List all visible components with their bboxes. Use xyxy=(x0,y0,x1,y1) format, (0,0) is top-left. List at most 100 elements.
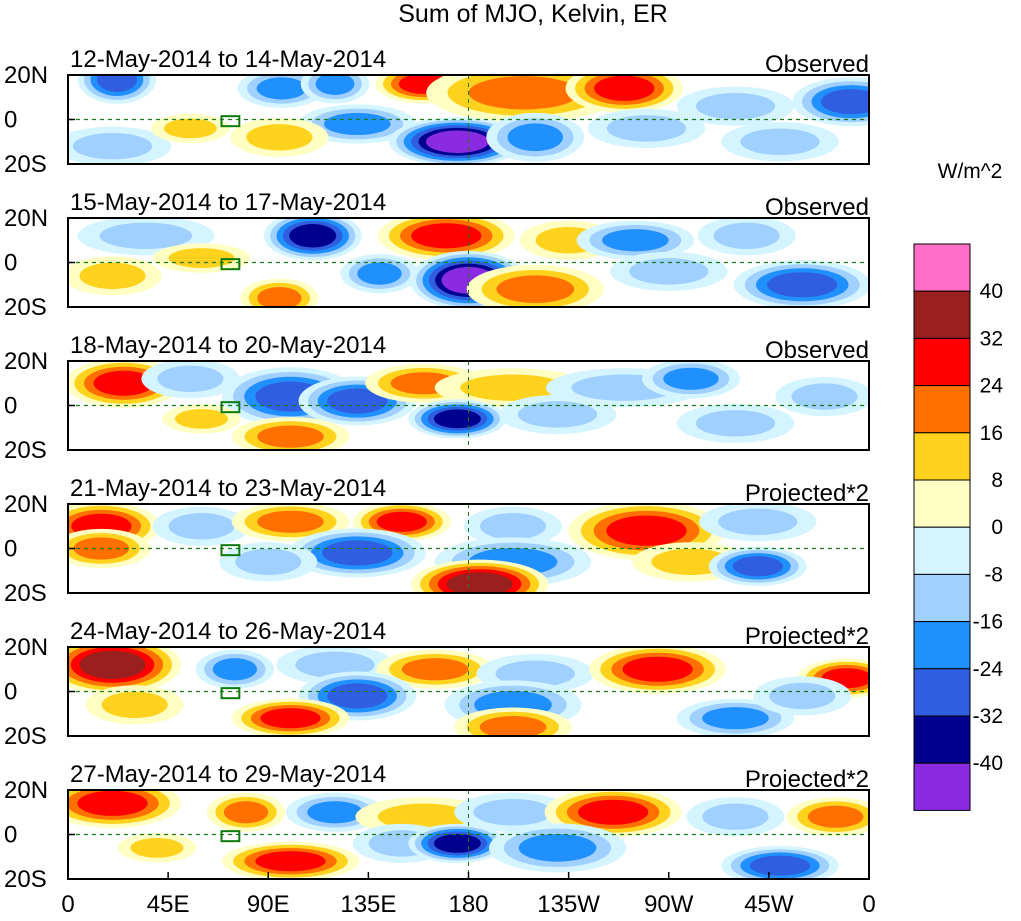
anomaly-blob xyxy=(699,504,817,542)
contour-level xyxy=(72,132,153,160)
contour-level xyxy=(496,275,575,304)
colorbar-units-label: W/m^2 xyxy=(938,160,1003,183)
anomaly-blob xyxy=(686,797,785,837)
colorbar-box xyxy=(913,432,971,481)
contour-level xyxy=(295,651,375,679)
contour-level xyxy=(702,803,769,830)
chart-title: Sum of MJO, Kelvin, ER xyxy=(398,0,668,28)
panel-date-range: 21-May-2014 to 23-May-2014 xyxy=(70,475,386,502)
anomaly-blob xyxy=(610,251,728,291)
anomaly-blob xyxy=(237,75,326,108)
contour-level xyxy=(769,682,836,710)
contour-level xyxy=(578,799,649,825)
panel-plot-area xyxy=(67,646,870,737)
reference-box xyxy=(220,115,241,128)
colorbar-tick-label: 24 xyxy=(980,375,1004,398)
contour-level xyxy=(79,650,146,679)
contour-level xyxy=(629,258,709,285)
reference-box xyxy=(220,830,241,843)
anomaly-blob xyxy=(231,417,350,450)
y-tick-label: 20S xyxy=(4,723,47,750)
contour-level xyxy=(175,408,228,429)
contour-level xyxy=(446,572,513,593)
colorbar-boxes xyxy=(913,243,971,811)
colorbar-tick-label: 8 xyxy=(991,469,1003,492)
panel-kind-label: Projected*2 xyxy=(745,480,869,507)
x-tick-label: 0 xyxy=(61,891,74,918)
colorbar-tick-label: -8 xyxy=(984,563,1003,586)
panel-date-range: 15-May-2014 to 17-May-2014 xyxy=(70,189,386,216)
contour-level xyxy=(96,75,138,92)
anomaly-blob xyxy=(565,75,683,113)
y-tick-label: 0 xyxy=(4,250,17,277)
contour-level xyxy=(767,272,838,298)
contour-level xyxy=(289,224,337,248)
colorbar-box xyxy=(913,668,971,717)
contour-level xyxy=(257,510,324,533)
anomaly-blob xyxy=(68,647,182,695)
panel-kind-label: Observed xyxy=(765,194,869,221)
anomaly-blob xyxy=(377,218,515,261)
anomaly-blob xyxy=(68,790,182,828)
contour-level xyxy=(479,716,547,736)
x-tick-label: 135W xyxy=(537,891,600,918)
anomaly-blob xyxy=(300,75,370,104)
colorbar-tick-label: 40 xyxy=(980,280,1003,303)
colorbar-box xyxy=(913,762,971,811)
contour-level xyxy=(732,556,783,577)
y-tick-label: 20N xyxy=(4,777,48,804)
contour-level xyxy=(473,799,553,826)
colorbar-box xyxy=(913,337,971,387)
anomaly-blob xyxy=(676,86,795,126)
panel-date-range: 12-May-2014 to 14-May-2014 xyxy=(70,46,386,73)
contour-level xyxy=(77,790,148,816)
anomaly-blob xyxy=(464,506,562,546)
contour-level xyxy=(163,118,217,139)
x-tick-label: 45E xyxy=(147,891,190,918)
colorbar-box xyxy=(913,715,971,764)
anomaly-blob xyxy=(408,823,507,863)
panel-kind-label: Projected*2 xyxy=(745,623,869,650)
panel-date-range: 24-May-2014 to 26-May-2014 xyxy=(70,618,386,645)
contour-level xyxy=(168,513,235,540)
y-tick-label: 0 xyxy=(4,679,17,706)
colorbar: W/m^2 40 32 24 16 8 0 -8 -16 -24 -32 -40 xyxy=(913,160,1004,811)
colorbar-tick-label: -40 xyxy=(973,752,1003,775)
contour-level xyxy=(322,540,393,566)
anomaly-blob xyxy=(721,846,839,879)
y-tick-label: 20S xyxy=(4,437,47,464)
anomaly-blob xyxy=(219,542,318,582)
anomaly-blob xyxy=(77,75,157,104)
panel-6: 27-May-2014 to 29-May-2014 Projected*2 20N… xyxy=(4,761,870,893)
panel-3: 18-May-2014 to 20-May-2014 Observed 20N 0 20… xyxy=(4,332,870,464)
y-tick-label: 0 xyxy=(4,536,17,563)
contour-level xyxy=(257,287,302,307)
contour-level xyxy=(807,805,864,828)
x-axis: 0 45E 90E 135E 180 135W 90W 45W 0 xyxy=(61,872,876,918)
contour-level xyxy=(130,837,184,858)
panel-5: 24-May-2014 to 26-May-2014 Projected*2 20N… xyxy=(4,618,870,750)
contour-level xyxy=(157,365,224,393)
colorbar-box xyxy=(913,573,971,623)
y-tick-label: 20N xyxy=(4,205,48,232)
y-tick-label: 20S xyxy=(4,151,47,178)
panel-kind-label: Observed xyxy=(765,337,869,364)
colorbar-tick-label: 32 xyxy=(980,327,1003,350)
y-tick-label: 20N xyxy=(4,348,48,375)
anomaly-blob xyxy=(454,707,572,736)
colorbar-tick-label: -32 xyxy=(973,705,1003,728)
contour-level xyxy=(327,683,388,709)
anomaly-blob xyxy=(587,108,706,148)
contour-level xyxy=(79,262,146,290)
anomaly-blob xyxy=(231,698,350,736)
panel-date-range: 18-May-2014 to 20-May-2014 xyxy=(70,332,386,359)
contour-level xyxy=(468,76,580,110)
anomaly-blob xyxy=(230,117,329,157)
y-tick-label: 20N xyxy=(4,491,48,518)
panel-plot-area xyxy=(67,360,870,451)
y-tick-label: 0 xyxy=(4,393,17,420)
panel-kind-label: Observed xyxy=(765,51,869,78)
colorbar-box xyxy=(913,621,971,670)
anomaly-blob xyxy=(753,676,852,716)
x-tick-label: 0 xyxy=(862,891,875,918)
